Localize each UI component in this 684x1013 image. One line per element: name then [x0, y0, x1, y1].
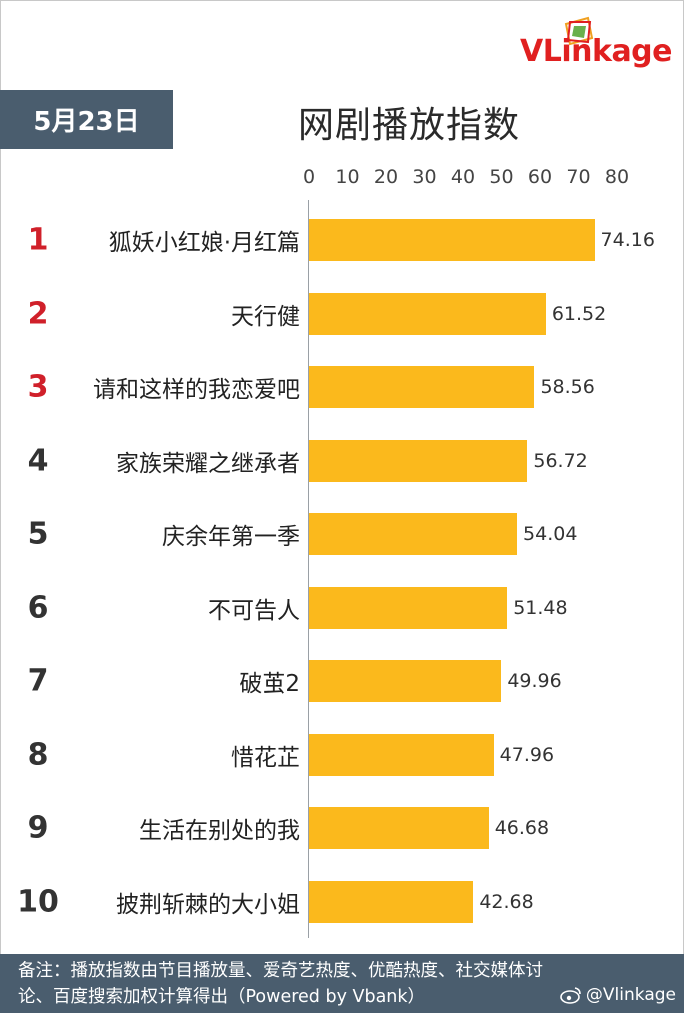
date-tag: 5月23日 — [0, 90, 173, 149]
chart-title: 网剧播放指数 — [298, 105, 521, 146]
x-tick-label: 10 — [335, 166, 360, 188]
bar — [309, 660, 502, 702]
bar — [309, 292, 546, 335]
bar — [309, 513, 518, 555]
category-label: 家族荣耀之继承者 — [116, 450, 300, 477]
bar-value-label: 61.52 — [551, 302, 607, 325]
category-label: 庆余年第一季 — [162, 524, 300, 550]
bar — [309, 366, 535, 408]
category-label: 不可告人 — [208, 597, 300, 624]
rank-number: 4 — [27, 443, 49, 478]
x-tick-label: 70 — [566, 166, 591, 188]
bar-value-label: 47.96 — [499, 743, 555, 766]
bar-value-label: 74.16 — [600, 229, 655, 251]
bar — [309, 807, 489, 849]
category-label: 天行健 — [231, 303, 300, 330]
rank-number: 5 — [27, 516, 49, 552]
rank-number: 1 — [27, 222, 49, 258]
category-label: 请和这样的我恋爱吧 — [93, 377, 300, 403]
weibo-icon — [560, 987, 581, 1004]
bar-value-label: 46.68 — [494, 817, 550, 839]
x-tick-label: 60 — [527, 166, 553, 188]
vlinkage-logo: VLinkage — [506, 12, 676, 74]
bar — [309, 880, 474, 923]
rank-number: 7 — [27, 663, 49, 699]
bar-value-label: 51.48 — [513, 596, 568, 619]
bar — [309, 439, 528, 482]
footer-note-line2: 论、百度搜索加权计算得出（Powered by Vbank） — [18, 987, 426, 1007]
rank-number: 10 — [17, 884, 59, 919]
x-tick-label: 50 — [489, 166, 514, 188]
bar-value-label: 58.56 — [540, 376, 595, 398]
bar-value-label: 56.72 — [533, 449, 588, 472]
bar — [309, 733, 494, 776]
x-tick-label: 30 — [412, 166, 437, 188]
logo-mark-icon — [564, 16, 594, 46]
x-tick-label: 0 — [302, 166, 316, 188]
rank-number: 6 — [27, 590, 49, 625]
bar-value-label: 42.68 — [479, 890, 534, 913]
y-axis-line — [308, 200, 309, 938]
x-tick-label: 20 — [373, 166, 399, 188]
logo-text: VLinkage — [520, 34, 673, 69]
footer-note-line1: 备注：播放指数由节目播放量、爱奇艺热度、优酷热度、社交媒体讨 — [18, 961, 543, 981]
bar-value-label: 54.04 — [523, 523, 578, 545]
rank-number: 3 — [27, 369, 49, 405]
rank-number: 9 — [27, 810, 49, 846]
category-label: 破茧2 — [239, 671, 300, 697]
category-label: 生活在别处的我 — [139, 818, 300, 844]
x-tick-label: 40 — [450, 166, 476, 188]
category-label: 惜花芷 — [231, 744, 300, 771]
x-tick-label: 80 — [604, 166, 630, 188]
bar-value-label: 49.96 — [507, 670, 562, 692]
bar — [309, 219, 595, 261]
category-label: 披荆斩棘的大小姐 — [116, 891, 300, 918]
footer-note: 备注：播放指数由节目播放量、爱奇艺热度、优酷热度、社交媒体讨 论、百度搜索加权计… — [18, 958, 678, 1010]
weibo-handle: @Vlinkage — [585, 985, 676, 1005]
rank-number: 2 — [27, 296, 49, 331]
weibo-watermark: @Vlinkage — [560, 985, 676, 1005]
bar — [309, 586, 508, 629]
rank-number: 8 — [27, 737, 49, 772]
category-label: 狐妖小红娘·月红篇 — [108, 230, 300, 256]
